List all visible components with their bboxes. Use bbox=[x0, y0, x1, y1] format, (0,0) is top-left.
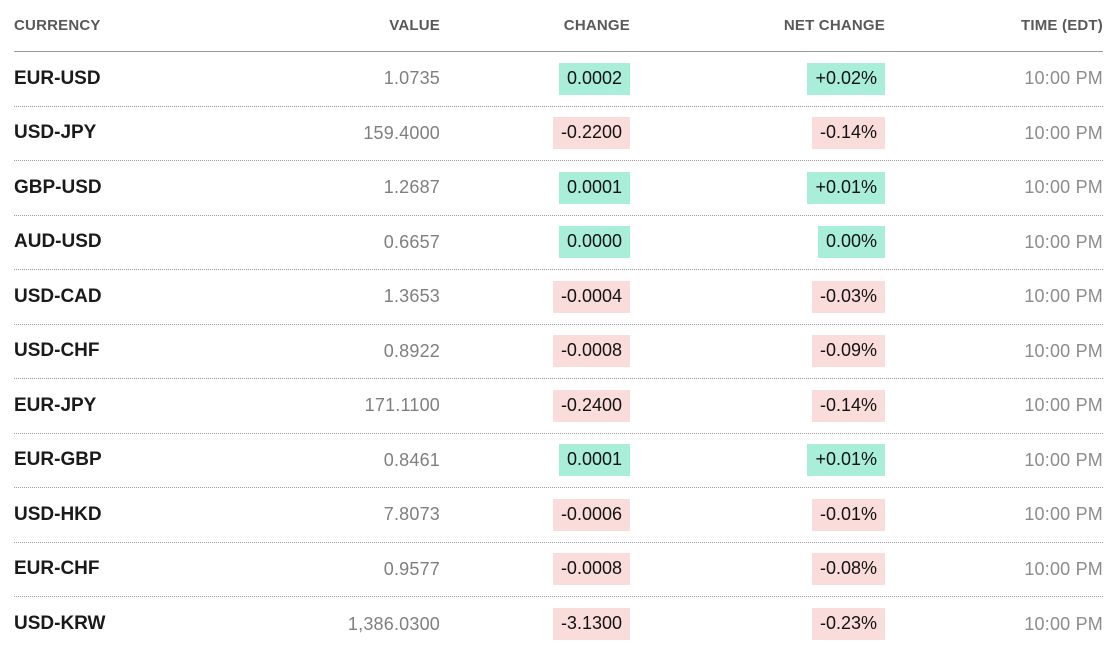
table-row: USD-HKD 7.8073 -0.0006 -0.01% 10:00 PM bbox=[14, 488, 1103, 543]
table-row: EUR-CHF 0.9577 -0.0008 -0.08% 10:00 PM bbox=[14, 543, 1103, 597]
value-cell: 171.1100 bbox=[364, 395, 440, 416]
column-header-time: TIME (EDT) bbox=[1021, 17, 1103, 34]
column-header-currency: CURRENCY bbox=[14, 17, 101, 34]
change-badge: 0.0000 bbox=[558, 226, 630, 259]
value-cell: 159.4000 bbox=[363, 122, 440, 143]
change-badge: -0.2400 bbox=[552, 389, 630, 422]
value-cell: 1.2687 bbox=[383, 177, 440, 198]
net-change-badge: -0.09% bbox=[811, 335, 885, 368]
table-row: GBP-USD 1.2687 0.0001 +0.01% 10:00 PM bbox=[14, 161, 1103, 216]
time-cell: 10:00 PM bbox=[1024, 68, 1103, 89]
change-badge: -3.1300 bbox=[552, 608, 630, 641]
currency-pair-link[interactable]: USD-JPY bbox=[14, 122, 97, 144]
table-row: USD-JPY 159.4000 -0.2200 -0.14% 10:00 PM bbox=[14, 107, 1103, 161]
time-cell: 10:00 PM bbox=[1024, 286, 1103, 307]
time-cell: 10:00 PM bbox=[1024, 504, 1103, 525]
net-change-badge: -0.23% bbox=[811, 608, 885, 641]
net-change-badge: 0.00% bbox=[817, 226, 885, 259]
currency-pair-link[interactable]: USD-CAD bbox=[14, 285, 102, 307]
value-cell: 7.8073 bbox=[383, 504, 440, 525]
net-change-badge: -0.08% bbox=[811, 553, 885, 586]
net-change-badge: -0.03% bbox=[811, 280, 885, 313]
time-cell: 10:00 PM bbox=[1024, 340, 1103, 361]
currency-pair-link[interactable]: USD-KRW bbox=[14, 613, 106, 635]
change-badge: 0.0001 bbox=[558, 171, 630, 204]
value-cell: 1,386.0300 bbox=[347, 613, 440, 634]
table-row: EUR-JPY 171.1100 -0.2400 -0.14% 10:00 PM bbox=[14, 379, 1103, 434]
time-cell: 10:00 PM bbox=[1024, 122, 1103, 143]
table-body: EUR-USD 1.0735 0.0002 +0.02% 10:00 PM US… bbox=[14, 52, 1103, 651]
change-badge: -0.0004 bbox=[552, 280, 630, 313]
value-cell: 0.8922 bbox=[383, 340, 440, 361]
table-row: USD-CHF 0.8922 -0.0008 -0.09% 10:00 PM bbox=[14, 325, 1103, 379]
change-badge: 0.0001 bbox=[558, 444, 630, 477]
table-row: USD-KRW 1,386.0300 -3.1300 -0.23% 10:00 … bbox=[14, 597, 1103, 651]
net-change-badge: +0.01% bbox=[807, 171, 885, 204]
value-cell: 1.3653 bbox=[383, 286, 440, 307]
value-cell: 0.9577 bbox=[383, 558, 440, 579]
currency-pair-link[interactable]: EUR-CHF bbox=[14, 558, 100, 580]
time-cell: 10:00 PM bbox=[1024, 558, 1103, 579]
net-change-badge: +0.01% bbox=[807, 444, 885, 477]
table-row: AUD-USD 0.6657 0.0000 0.00% 10:00 PM bbox=[14, 216, 1103, 270]
value-cell: 0.8461 bbox=[383, 449, 440, 470]
change-badge: -0.0008 bbox=[552, 335, 630, 368]
time-cell: 10:00 PM bbox=[1024, 613, 1103, 634]
column-header-change: CHANGE bbox=[563, 17, 630, 34]
value-cell: 1.0735 bbox=[383, 68, 440, 89]
currency-pair-link[interactable]: USD-HKD bbox=[14, 503, 102, 525]
net-change-badge: -0.01% bbox=[811, 498, 885, 531]
change-badge: -0.0006 bbox=[552, 498, 630, 531]
table-row: EUR-USD 1.0735 0.0002 +0.02% 10:00 PM bbox=[14, 52, 1103, 107]
table-row: EUR-GBP 0.8461 0.0001 +0.01% 10:00 PM bbox=[14, 434, 1103, 488]
value-cell: 0.6657 bbox=[383, 231, 440, 252]
column-header-net-change: NET CHANGE bbox=[783, 17, 885, 34]
currency-pair-link[interactable]: EUR-USD bbox=[14, 67, 101, 89]
table-header-row: CURRENCY VALUE CHANGE NET CHANGE TIME (E… bbox=[14, 0, 1103, 52]
net-change-badge: +0.02% bbox=[807, 62, 885, 95]
time-cell: 10:00 PM bbox=[1024, 395, 1103, 416]
change-badge: 0.0002 bbox=[558, 62, 630, 95]
time-cell: 10:00 PM bbox=[1024, 449, 1103, 470]
net-change-badge: -0.14% bbox=[811, 389, 885, 422]
time-cell: 10:00 PM bbox=[1024, 231, 1103, 252]
net-change-badge: -0.14% bbox=[811, 117, 885, 150]
table-row: USD-CAD 1.3653 -0.0004 -0.03% 10:00 PM bbox=[14, 270, 1103, 325]
currency-pair-link[interactable]: USD-CHF bbox=[14, 340, 100, 362]
currency-pair-link[interactable]: EUR-GBP bbox=[14, 449, 102, 471]
currency-pair-link[interactable]: GBP-USD bbox=[14, 176, 102, 198]
currency-pair-link[interactable]: EUR-JPY bbox=[14, 394, 97, 416]
column-header-value: VALUE bbox=[389, 17, 440, 34]
currency-pair-link[interactable]: AUD-USD bbox=[14, 231, 102, 253]
time-cell: 10:00 PM bbox=[1024, 177, 1103, 198]
change-badge: -0.2200 bbox=[552, 117, 630, 150]
change-badge: -0.0008 bbox=[552, 553, 630, 586]
